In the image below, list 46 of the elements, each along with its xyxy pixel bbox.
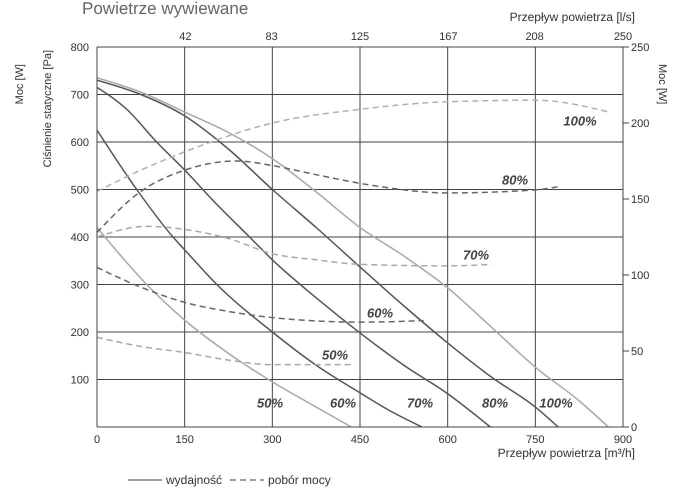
y2-tick-label: 100 bbox=[631, 270, 650, 282]
x-tick-label: 150 bbox=[175, 434, 194, 446]
text: Moc [W] bbox=[14, 64, 26, 104]
annotation: 100% bbox=[539, 396, 574, 410]
y-tick-label: 300 bbox=[70, 279, 89, 292]
y-tick-label: 700 bbox=[70, 89, 89, 102]
x-tick-label: 600 bbox=[438, 434, 457, 446]
x2-tick-label: 208 bbox=[525, 31, 544, 43]
line-series bbox=[97, 160, 559, 234]
y2-tick-label: 250 bbox=[631, 42, 650, 54]
x2-tick-label: 250 bbox=[614, 31, 632, 43]
x-tick-label: 0 bbox=[94, 434, 100, 446]
y-tick-label: 800 bbox=[70, 42, 89, 54]
y-tick-label: 600 bbox=[70, 136, 89, 149]
chart-title: Powietrze wywiewane bbox=[82, 0, 248, 19]
y-axis-title: Ciśnienie statyczne [Pa] bbox=[42, 50, 54, 168]
annotation: 70% bbox=[462, 248, 490, 262]
y2-tick-label: 50 bbox=[631, 346, 644, 358]
y2-tick-label: 200 bbox=[631, 118, 650, 130]
text: wydajność bbox=[166, 473, 222, 487]
x2-tick-label: 42 bbox=[179, 31, 192, 43]
annotation: 70% bbox=[406, 396, 434, 410]
x2-axis-title: Przepływ powietrza [l/s] bbox=[510, 10, 635, 24]
x-tick-label: 900 bbox=[614, 434, 632, 446]
y-tick-label: 100 bbox=[70, 374, 89, 386]
x-axis-title: Przepływ powietrza [m³/h] bbox=[498, 446, 635, 460]
y-tick-label: 400 bbox=[70, 232, 89, 244]
y-tick-label: 200 bbox=[70, 326, 89, 339]
annotation: 50% bbox=[322, 348, 348, 362]
y-tick-label: 500 bbox=[70, 184, 89, 196]
line-series bbox=[97, 266, 424, 323]
annotation: 60% bbox=[366, 306, 394, 320]
annotation: 80% bbox=[502, 172, 528, 188]
y2-tick-label: 150 bbox=[631, 194, 650, 206]
x-tick-label: 300 bbox=[263, 434, 282, 446]
text: pobór mocy bbox=[268, 473, 331, 487]
annotation: 60% bbox=[330, 396, 356, 410]
y2-axis-title: Moc [W] bbox=[656, 64, 668, 104]
x-tick-label: 750 bbox=[526, 434, 545, 446]
y2-tick-label: 0 bbox=[631, 422, 638, 434]
x2-tick-label: 167 bbox=[439, 31, 458, 43]
x-tick-label: 450 bbox=[350, 434, 370, 446]
annotation: 100% bbox=[563, 114, 598, 128]
x2-tick-label: 125 bbox=[350, 31, 370, 43]
x2-tick-label: 83 bbox=[266, 31, 278, 43]
annotation: 80% bbox=[482, 396, 508, 410]
